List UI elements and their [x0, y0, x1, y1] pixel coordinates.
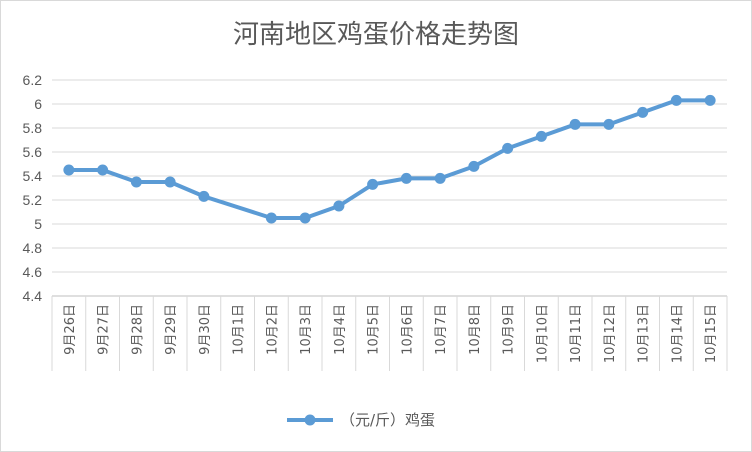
- y-tick-label: 5: [34, 216, 42, 232]
- y-axis-ticks: 4.4 4.6 4.8 5 5.2 5.4 5.6 5.8 6 6.2: [23, 72, 43, 304]
- legend: （元/斤）鸡蛋: [287, 411, 435, 429]
- x-tick-label: 9月29日: [164, 304, 179, 355]
- legend-label: （元/斤）鸡蛋: [340, 411, 435, 429]
- data-point: [97, 164, 109, 176]
- x-tick-label: 9月30日: [198, 304, 213, 355]
- y-tick-label: 5.6: [23, 144, 43, 160]
- gridlines: [52, 79, 727, 297]
- x-tick-label: 10月2日: [265, 304, 280, 355]
- data-point: [333, 200, 345, 212]
- x-tick-label: 9月26日: [63, 304, 78, 355]
- data-point: [198, 190, 210, 202]
- data-point: [400, 172, 412, 184]
- x-tick-label: 10月1日: [232, 304, 247, 355]
- data-point: [603, 118, 615, 130]
- data-point: [637, 106, 649, 118]
- y-tick-label: 5.4: [23, 168, 43, 184]
- data-point: [704, 94, 716, 106]
- y-tick-label: 5.8: [23, 120, 43, 136]
- x-tick-label: 10月15日: [704, 304, 719, 363]
- legend-marker-icon: [304, 414, 316, 426]
- x-tick-label: 10月13日: [637, 304, 652, 363]
- data-point: [367, 178, 379, 190]
- x-tick-label: 10月14日: [670, 304, 685, 363]
- x-axis: 9月26日 9月27日 9月28日 9月29日 9月30日 10月1日 10月2日 10月3日…: [51, 295, 728, 371]
- data-point: [434, 172, 446, 184]
- y-tick-label: 6: [34, 96, 42, 112]
- y-tick-label: 6.2: [23, 72, 43, 88]
- data-point: [670, 94, 682, 106]
- y-tick-label: 4.4: [23, 288, 43, 304]
- x-tick-label: 9月28日: [130, 304, 145, 355]
- x-tick-label: 10月7日: [434, 304, 449, 355]
- data-point: [63, 164, 75, 176]
- y-tick-label: 5.2: [23, 192, 43, 208]
- data-point: [535, 130, 547, 142]
- data-point: [468, 160, 480, 172]
- data-point: [502, 142, 514, 154]
- data-point: [265, 212, 277, 224]
- data-point: [569, 118, 581, 130]
- chart-title: 河南地区鸡蛋价格走势图: [232, 20, 519, 50]
- y-tick-label: 4.8: [23, 240, 43, 256]
- x-tick-label: 10月4日: [333, 304, 348, 355]
- data-point: [130, 176, 142, 188]
- x-tick-label: 10月10日: [535, 304, 550, 363]
- x-tick-label: 10月6日: [400, 304, 415, 355]
- y-tick-label: 4.6: [23, 264, 43, 280]
- series-line: [63, 94, 716, 224]
- x-tick-label: 10月12日: [603, 304, 618, 363]
- x-tick-label: 10月3日: [299, 304, 314, 355]
- x-tick-label: 10月9日: [502, 304, 517, 355]
- x-tick-label: 10月5日: [367, 304, 382, 355]
- data-point: [164, 176, 176, 188]
- x-tick-label: 9月27日: [97, 304, 112, 355]
- data-point: [299, 212, 311, 224]
- x-tick-label: 10月11日: [569, 304, 584, 363]
- x-tick-label: 10月8日: [468, 304, 483, 355]
